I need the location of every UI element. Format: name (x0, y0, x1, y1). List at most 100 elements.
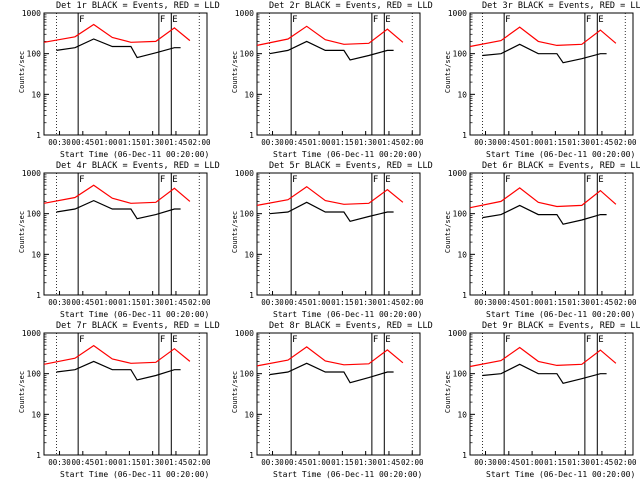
marker-label: E (385, 335, 390, 345)
y-tick-label: 100 (27, 210, 42, 219)
x-tick-label: 00:30 (48, 298, 71, 307)
y-tick-label: 100 (453, 50, 468, 59)
chart-plot-det-9r: 1 10 100 1000 00:30 00:45 01:00 01:15 01:30 01:45… (448, 329, 637, 467)
x-tick-label: 01:45 (165, 298, 188, 307)
y-tick-label: 100 (240, 370, 255, 379)
marker-label: F (160, 15, 165, 25)
x-tick-label: 01:30 (141, 458, 164, 467)
chart-title: Det 9r BLACK = Events, RED = LLD (482, 321, 640, 331)
y-tick-label: 100 (27, 50, 42, 59)
x-tick-label: 01:45 (591, 298, 614, 307)
series-line-black (269, 201, 394, 222)
x-tick-label: 01:45 (591, 458, 614, 467)
x-tick-label: 01:00 (95, 298, 118, 307)
chart-plot-det-8r: 1 10 100 1000 00:30 00:45 01:00 01:15 01:30 01:45… (235, 329, 424, 467)
x-tick-label: 00:45 (498, 298, 521, 307)
marker-label: E (598, 15, 603, 25)
series-line-black (56, 360, 181, 381)
y-tick-label: 100 (27, 370, 42, 379)
x-tick-label: 00:45 (285, 458, 308, 467)
y-tick-label: 1000 (448, 169, 467, 178)
chart-panel-det-5r: 1 10 100 1000 00:30 00:45 01:00 01:15 01:30 01:45… (213, 160, 433, 320)
y-tick-label: 100 (240, 210, 255, 219)
y-tick-label: 100 (453, 370, 468, 379)
series-line-red (256, 25, 404, 46)
series-line-black (482, 204, 607, 225)
x-tick-label: 02:00 (188, 458, 211, 467)
y-axis-label: Counts/sec (231, 210, 239, 254)
y-tick-label: 10 (244, 90, 254, 99)
x-tick-label: 00:30 (48, 138, 71, 147)
y-tick-label: 1 (249, 451, 254, 460)
x-tick-label: 00:45 (72, 138, 95, 147)
x-axis-label: Start Time (06-Dec-11 00:20:00) (486, 150, 636, 159)
x-tick-label: 00:45 (498, 458, 521, 467)
x-axis-label: Start Time (06-Dec-11 00:20:00) (486, 470, 636, 479)
marker-label: E (172, 335, 177, 345)
marker-label: F (505, 175, 510, 185)
x-tick-label: 01:15 (544, 298, 567, 307)
chart-plot-det-6r: 1 10 100 1000 00:30 00:45 01:00 01:15 01:30 01:45… (448, 169, 637, 307)
chart-panel-det-7r: 1 10 100 1000 00:30 00:45 01:00 01:15 01:30 01:45… (0, 320, 220, 480)
x-tick-label: 01:00 (308, 298, 331, 307)
y-axis-label: Counts/sec (444, 370, 452, 414)
series-line-black (56, 38, 181, 59)
x-tick-label: 02:00 (401, 298, 424, 307)
x-tick-label: 01:15 (544, 458, 567, 467)
x-tick-label: 01:45 (165, 138, 188, 147)
y-tick-label: 1000 (235, 329, 254, 338)
marker-label: F (292, 15, 297, 25)
x-tick-label: 00:30 (261, 138, 284, 147)
y-tick-label: 1000 (448, 9, 467, 18)
marker-label: F (79, 335, 84, 345)
y-tick-label: 1 (36, 131, 41, 140)
x-tick-label: 01:30 (354, 298, 377, 307)
y-axis-label: Counts/sec (18, 210, 26, 254)
x-tick-label: 01:45 (165, 458, 188, 467)
x-axis-label: Start Time (06-Dec-11 00:20:00) (60, 150, 210, 159)
marker-label: F (373, 335, 378, 345)
y-tick-label: 10 (457, 410, 467, 419)
marker-label: E (172, 15, 177, 25)
plot-frame (43, 12, 208, 136)
series-line-red (469, 187, 617, 209)
x-tick-label: 01:30 (567, 138, 590, 147)
marker-label: E (385, 175, 390, 185)
x-tick-label: 00:45 (72, 298, 95, 307)
y-tick-label: 10 (457, 90, 467, 99)
x-tick-label: 01:15 (331, 298, 354, 307)
series-line-black (269, 40, 394, 61)
x-tick-label: 02:00 (188, 138, 211, 147)
x-tick-label: 00:30 (474, 458, 497, 467)
x-axis-label: Start Time (06-Dec-11 00:20:00) (60, 310, 210, 319)
x-axis-label: Start Time (06-Dec-11 00:20:00) (273, 470, 423, 479)
x-tick-label: 02:00 (401, 138, 424, 147)
y-tick-label: 10 (244, 250, 254, 259)
chart-panel-det-9r: 1 10 100 1000 00:30 00:45 01:00 01:15 01:30 01:45… (426, 320, 640, 480)
marker-label: E (385, 15, 390, 25)
plot-frame (43, 332, 208, 456)
series-line-red (469, 346, 617, 368)
marker-label: F (586, 15, 591, 25)
x-tick-label: 00:30 (261, 298, 284, 307)
marker-label: F (79, 175, 84, 185)
chart-plot-det-4r: 1 10 100 1000 00:30 00:45 01:00 01:15 01:30 01:45… (22, 169, 211, 307)
chart-plot-det-2r: 1 10 100 1000 00:30 00:45 01:00 01:15 01:30 01:45… (235, 9, 424, 147)
marker-label: F (292, 335, 297, 345)
x-tick-label: 01:00 (95, 138, 118, 147)
y-tick-label: 10 (31, 90, 41, 99)
chart-title: Det 6r BLACK = Events, RED = LLD (482, 161, 640, 171)
series-line-red (43, 184, 191, 204)
y-axis-label: Counts/sec (18, 50, 26, 94)
x-tick-label: 01:30 (567, 298, 590, 307)
y-tick-label: 10 (31, 410, 41, 419)
y-tick-label: 10 (31, 250, 41, 259)
x-tick-label: 01:30 (141, 138, 164, 147)
x-axis-label: Start Time (06-Dec-11 00:20:00) (273, 150, 423, 159)
x-tick-label: 00:30 (474, 298, 497, 307)
y-tick-label: 1000 (22, 329, 41, 338)
x-axis-label: Start Time (06-Dec-11 00:20:00) (486, 310, 636, 319)
x-tick-label: 01:15 (118, 138, 141, 147)
marker-label: F (586, 175, 591, 185)
x-tick-label: 01:15 (118, 458, 141, 467)
